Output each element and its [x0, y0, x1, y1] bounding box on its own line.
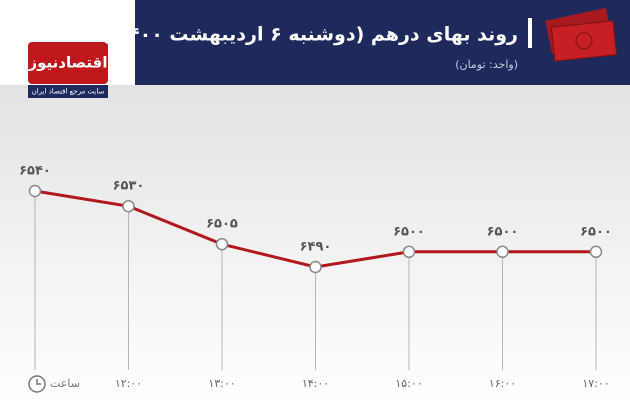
x-axis-label: ساعت	[50, 377, 80, 390]
chart-subtitle: (واحد: تومان)	[455, 58, 518, 71]
clock-icon	[28, 375, 46, 393]
data-label: ۶۵۰۰	[393, 224, 425, 239]
x-tick-label: ۱۴:۰۰	[302, 377, 329, 390]
x-tick-label: ۱۷:۰۰	[582, 377, 609, 390]
logo-name: اقتصادنیوز	[28, 54, 108, 72]
money-icon	[545, 7, 618, 62]
point	[496, 245, 509, 259]
data-label: ۶۵۳۰	[113, 179, 145, 194]
data-label: ۶۵۰۰	[580, 224, 612, 239]
title-separator	[528, 18, 532, 48]
point	[402, 245, 416, 259]
data-label: ۶۵۰۵	[206, 217, 238, 232]
chart-title: روند بهای درهم (دوشنبه ۶ اردیبهشت ۱۴۰۰ )	[101, 24, 518, 46]
point	[309, 260, 322, 274]
data-label: ۶۵۰۰	[487, 224, 519, 239]
point	[589, 245, 603, 259]
x-tick-label: ۱۳:۰۰	[208, 377, 235, 390]
point	[28, 184, 42, 198]
data-label: ۶۴۹۰	[300, 240, 332, 255]
x-tick-label: ۱۲:۰۰	[115, 377, 142, 390]
x-tick-label: ۱۶:۰۰	[489, 377, 516, 390]
logo-tagline: سایت مرجع اقتصاد ایران	[32, 88, 105, 96]
data-label: ۶۵۴۰	[19, 164, 51, 179]
point	[122, 199, 135, 213]
x-tick-label: ۱۵:۰۰	[395, 377, 422, 390]
logo-box	[28, 42, 108, 84]
point	[215, 237, 229, 251]
logo-tagline-box	[28, 85, 108, 98]
